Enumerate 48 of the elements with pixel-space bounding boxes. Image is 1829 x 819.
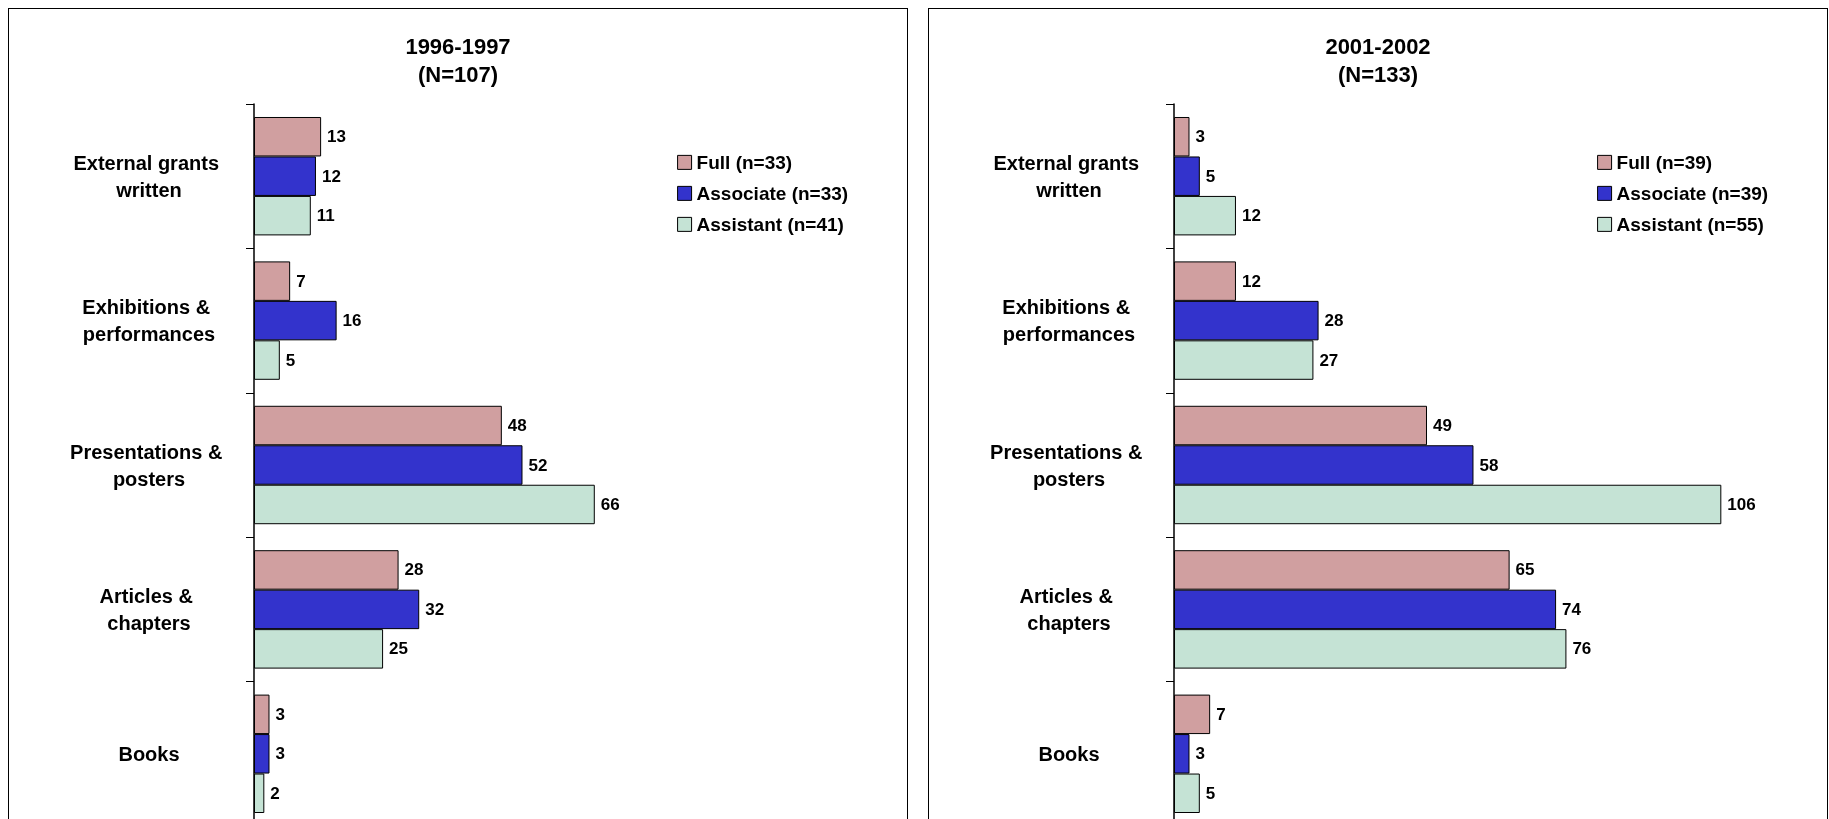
data-label: 28	[1324, 311, 1344, 331]
legend-label: Associate (n=33)	[696, 182, 849, 204]
data-label: 7	[296, 271, 306, 291]
y-tick-label: Exhibitions & performances	[1002, 296, 1136, 346]
y-tick-label: Exhibitions & performances	[82, 296, 216, 346]
data-label: 52	[528, 455, 548, 475]
y-tick-label: Books	[118, 742, 180, 765]
legend-label: Full (n=39)	[1616, 151, 1713, 173]
y-tick-label: Articles & chapters	[1019, 584, 1119, 634]
y-tick-label: Books	[1038, 742, 1100, 765]
data-label: 58	[1479, 455, 1499, 475]
data-label: 27	[1319, 350, 1339, 370]
data-label: 13	[327, 127, 347, 147]
data-label: 48	[507, 416, 527, 436]
data-label: 3	[1195, 127, 1205, 147]
data-label: 66	[600, 494, 620, 514]
y-tick-label: External grants written	[73, 151, 225, 201]
data-label: 49	[1433, 416, 1452, 436]
legend-label: Associate (n=39)	[1616, 182, 1769, 204]
legend-label: Assistant (n=41)	[696, 213, 844, 235]
data-label: 3	[1195, 744, 1205, 764]
data-label: 5	[1205, 166, 1216, 186]
chart-title: 1996-1997 (N=107)	[405, 33, 511, 87]
chart-title: 2001-2002 (N=133)	[1325, 33, 1431, 87]
data-label: 11	[316, 206, 335, 226]
legend-label: Assistant (n=55)	[1616, 213, 1764, 235]
data-label: 76	[1572, 639, 1592, 659]
data-label: 5	[285, 350, 296, 370]
legend-label: Full (n=33)	[696, 151, 793, 173]
data-label: 74	[1562, 599, 1582, 619]
data-label: 106	[1727, 494, 1756, 514]
data-label: 7	[1216, 704, 1226, 724]
data-label: 32	[425, 599, 445, 619]
data-label: 28	[404, 560, 424, 580]
data-label: 65	[1515, 560, 1535, 580]
data-label: 12	[1241, 206, 1261, 226]
data-label: 3	[275, 704, 285, 724]
data-label: 16	[342, 311, 362, 331]
y-tick-label: Articles & chapters	[99, 584, 199, 634]
data-label: 25	[389, 639, 409, 659]
y-tick-label: Presentations & posters	[70, 440, 228, 490]
data-label: 5	[1205, 783, 1216, 803]
data-label: 3	[275, 744, 285, 764]
y-tick-label: External grants written	[993, 151, 1145, 201]
y-tick-label: Presentations & posters	[990, 440, 1148, 490]
data-label: 12	[321, 166, 341, 186]
data-label: 12	[1241, 271, 1261, 291]
data-label: 2	[270, 783, 280, 803]
